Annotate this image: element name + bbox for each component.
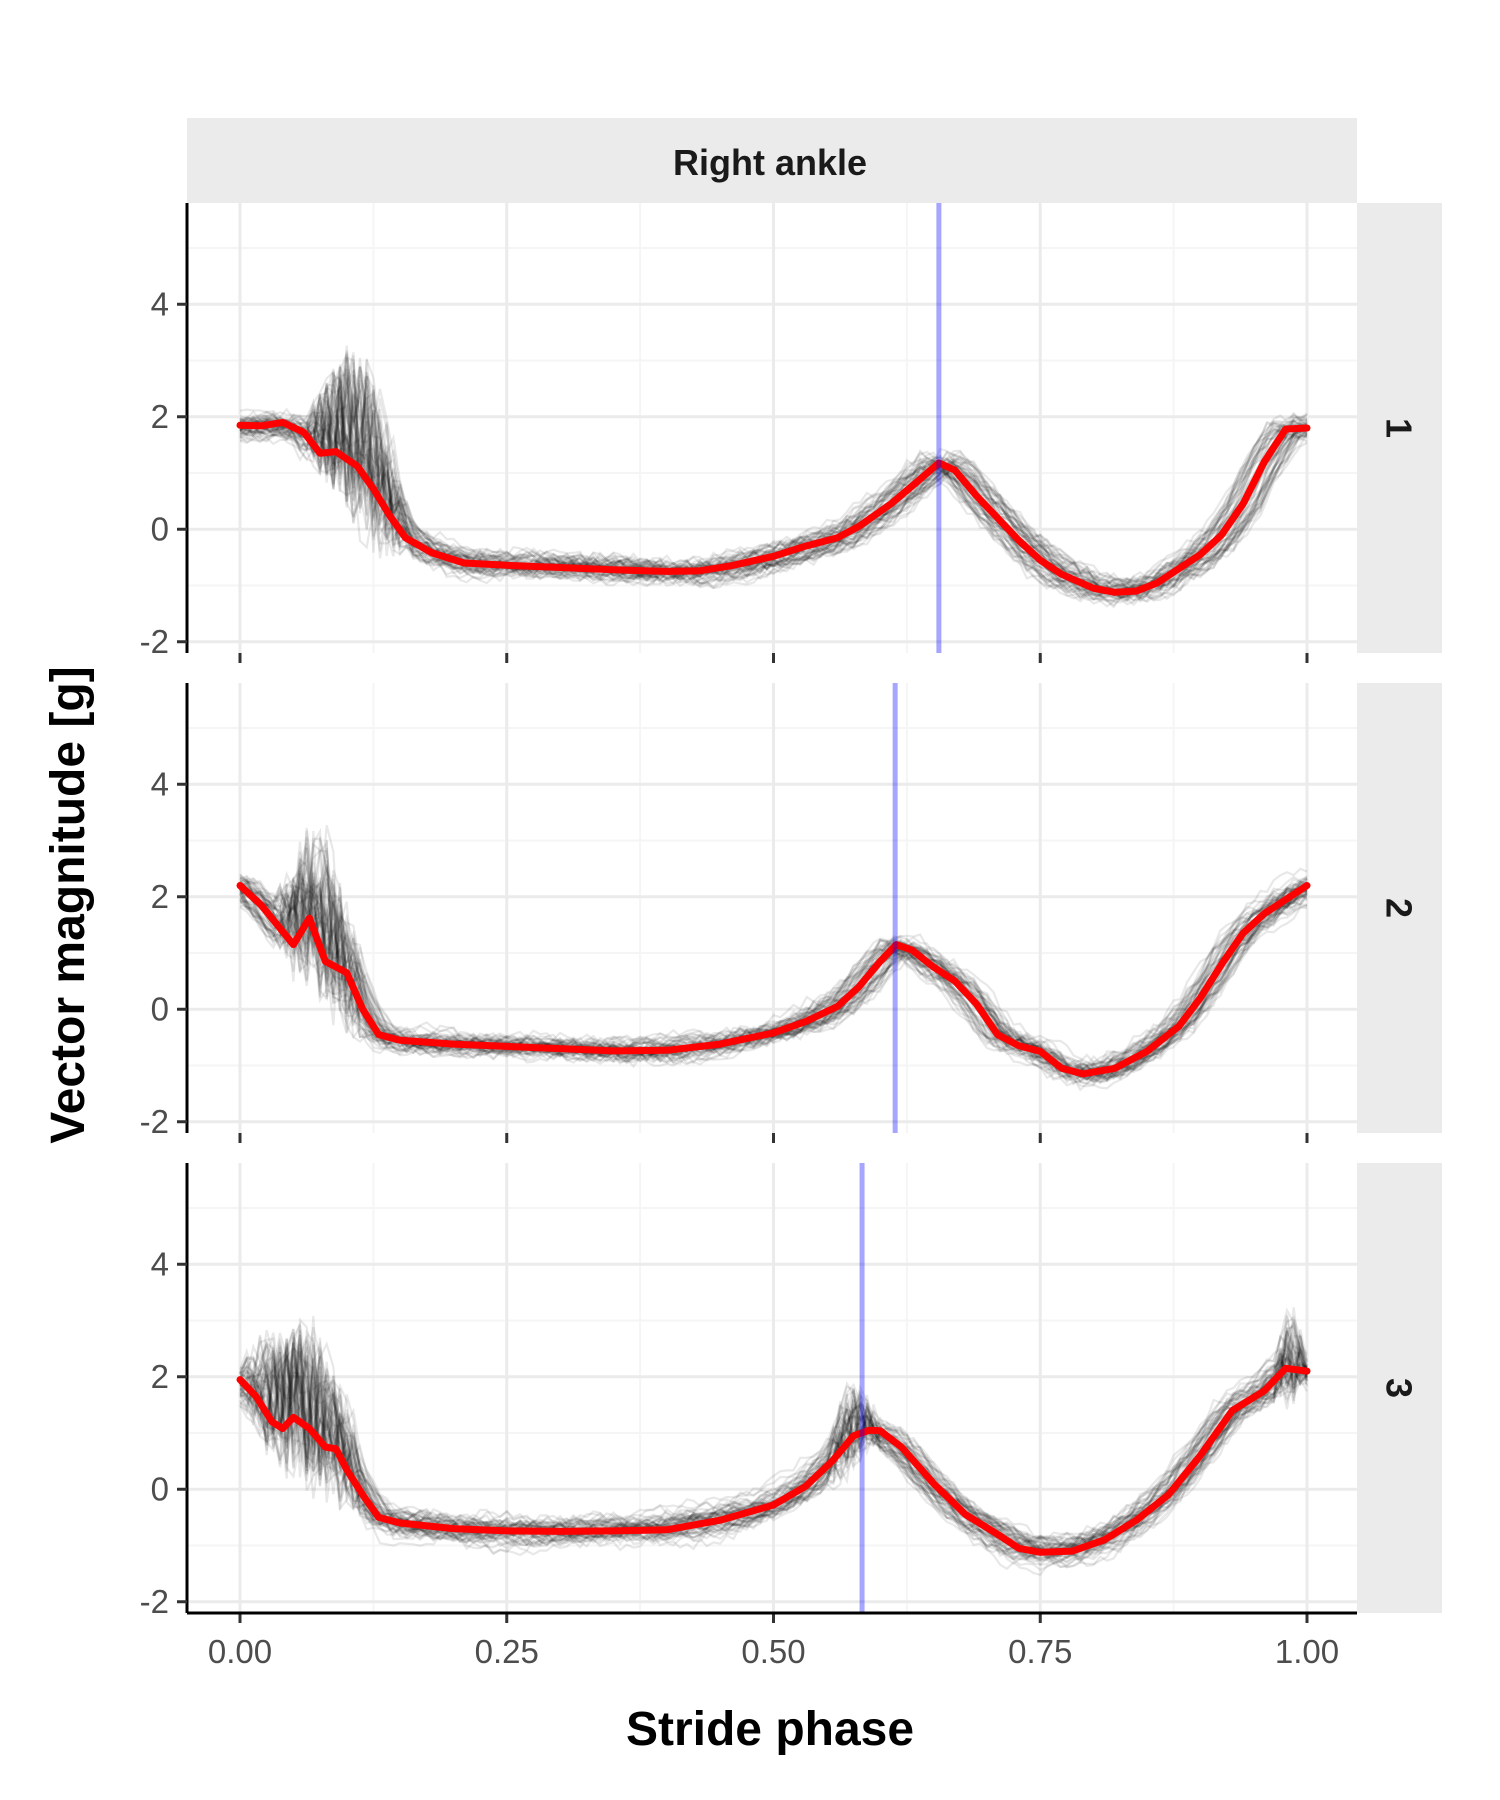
stride-trace <box>239 367 1308 604</box>
stride-trace <box>239 1330 1309 1546</box>
stride-trace <box>239 865 1308 1068</box>
stride-trace <box>239 1337 1309 1561</box>
x-axis-title: Stride phase <box>626 1703 914 1756</box>
stride-trace <box>239 400 1308 596</box>
panel-1-y-tick-label: -2 <box>140 623 169 660</box>
column-strip-label: Right ankle <box>673 142 867 183</box>
grid <box>187 203 1357 1613</box>
x-tick-label: 0.25 <box>475 1633 539 1670</box>
row-strip-3 <box>1357 1163 1442 1613</box>
phase-markers <box>859 203 942 1613</box>
row-strip-2 <box>1357 683 1442 1133</box>
x-tick-label: 1.00 <box>1275 1633 1339 1670</box>
stride-trace <box>239 1344 1308 1561</box>
panel-2-y-tick-label: -2 <box>140 1103 169 1140</box>
x-tick-label: 0.75 <box>1008 1633 1072 1670</box>
stride-trace <box>239 1315 1309 1559</box>
stride-trace <box>239 1329 1308 1548</box>
panel-1-y-tick-label: 0 <box>151 510 169 547</box>
stride-trace <box>239 370 1308 603</box>
stride-trace <box>239 1324 1309 1546</box>
stride-trace <box>239 872 1308 1088</box>
stride-trace <box>239 391 1308 595</box>
stride-trace <box>239 1326 1308 1559</box>
panel-3-y-tick-label: 0 <box>151 1470 169 1507</box>
stride-trace <box>239 345 1308 592</box>
panel-1-y-tick-label: 2 <box>151 398 169 435</box>
stride-trace <box>239 1326 1309 1557</box>
panel-3-y-tick-label: 4 <box>151 1245 169 1282</box>
stride-trace <box>239 1325 1308 1558</box>
stride-trace <box>239 1315 1309 1561</box>
row-strip-label-2: 2 <box>1379 898 1420 918</box>
stride-trace <box>239 361 1308 595</box>
column-strip <box>187 118 1357 203</box>
stride-trace <box>239 869 1308 1071</box>
stride-trace <box>239 1335 1309 1554</box>
panel-3-y-tick-label: -2 <box>140 1583 169 1620</box>
panel-2-y-tick-label: 0 <box>151 990 169 1027</box>
stride-trace <box>239 380 1308 592</box>
y-axis-title: Vector magnitude [g] <box>42 666 95 1143</box>
stride-trace <box>239 877 1308 1077</box>
x-tick-label: 0.50 <box>741 1633 805 1670</box>
stride-trace <box>239 836 1308 1086</box>
stride-trace <box>239 369 1308 591</box>
stride-trace <box>239 1316 1308 1561</box>
stride-trace <box>238 1340 1309 1568</box>
panel-3-mean-curve <box>236 1364 1311 1556</box>
axes: -2 0 2 4 -2 0 2 4 -2 0 2 4 0.00 0.25 0.50 0.75 1.00 <box>140 203 1357 1670</box>
stride-trace <box>239 1340 1308 1551</box>
x-tick-label: 0.00 <box>208 1633 272 1670</box>
panel-3-y-tick-label: 2 <box>151 1358 169 1395</box>
panel-1-y-tick-label: 4 <box>151 285 169 322</box>
row-strip-label-1: 1 <box>1379 418 1420 438</box>
stride-trace <box>239 353 1308 599</box>
row-strip-label-3: 3 <box>1379 1378 1420 1398</box>
panel-1-mean-curve <box>236 418 1311 596</box>
stride-trace <box>238 1314 1309 1556</box>
panel-2-mean-curve <box>236 882 1311 1078</box>
stride-trace <box>239 365 1308 589</box>
stride-trace <box>239 394 1308 594</box>
mean-curves <box>236 418 1311 1556</box>
row-strip-1 <box>1357 203 1442 653</box>
facet-strips: 1 2 3 <box>187 118 1442 1613</box>
panel-2-y-tick-label: 4 <box>151 765 169 802</box>
panel-2-y-tick-label: 2 <box>151 878 169 915</box>
stride-trace <box>239 849 1308 1084</box>
panel-1-strides <box>239 345 1308 609</box>
